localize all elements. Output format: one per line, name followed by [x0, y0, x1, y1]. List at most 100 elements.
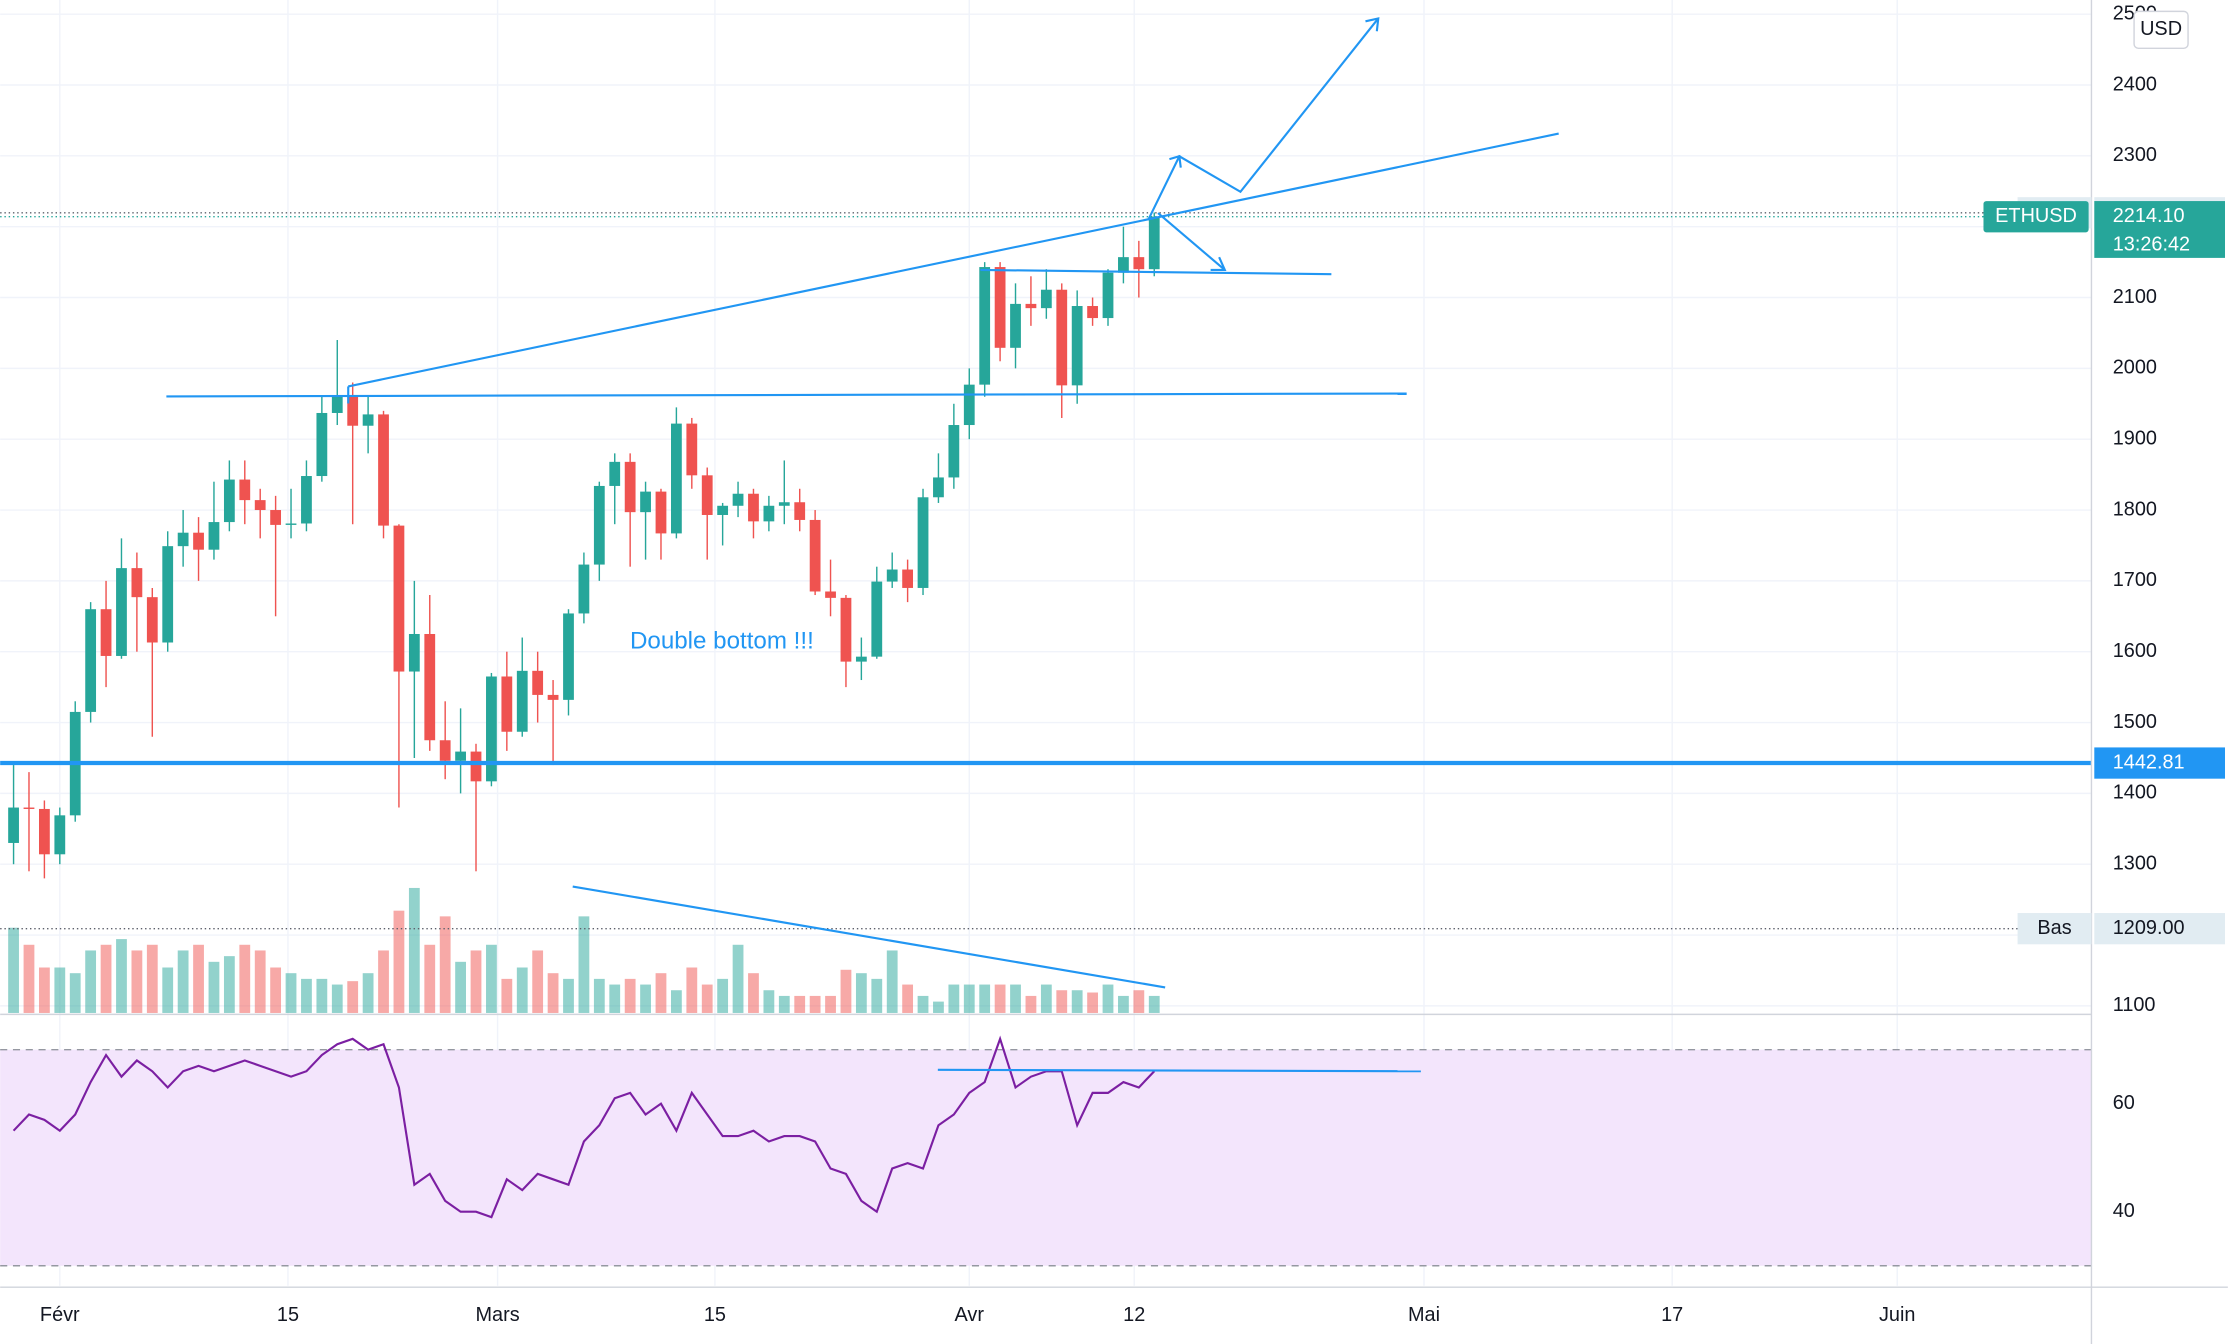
volume-bar [933, 1001, 944, 1013]
volume-bar [439, 916, 451, 1013]
candle-body [902, 569, 914, 588]
candle-body [470, 751, 482, 782]
volume-bar [717, 978, 729, 1013]
volume-bar [162, 967, 174, 1013]
candle-body [917, 497, 929, 588]
candle-body [1071, 306, 1083, 386]
volume-bar [979, 984, 991, 1013]
volume-bar [146, 944, 158, 1013]
volume-bar [794, 995, 806, 1013]
candle-body [948, 425, 960, 478]
volume-bar [963, 984, 975, 1013]
candle-body [362, 414, 374, 426]
volume-bar [254, 950, 266, 1013]
drawings [166, 17, 1559, 1073]
volume-bar [424, 944, 436, 1013]
candle-body [486, 676, 497, 782]
symbol-tag [1983, 201, 2089, 233]
volume-bar [732, 944, 744, 1013]
volume-bar [1133, 990, 1145, 1013]
volume-bar [871, 978, 883, 1013]
volume-bar [408, 887, 420, 1013]
candle-body [717, 505, 729, 515]
candle-body [1133, 257, 1145, 270]
y-tick-label: 40 [2113, 1200, 2135, 1222]
volume-bar [1056, 990, 1068, 1013]
volume-bar [347, 981, 359, 1013]
candle-body [979, 267, 991, 385]
candle-body [1010, 303, 1021, 348]
y-tick-label: 1600 [2113, 640, 2157, 662]
x-tick-label: 15 [277, 1304, 299, 1326]
volume-bar [840, 969, 852, 1013]
rsi-band [0, 1049, 2092, 1266]
candle-body [116, 568, 127, 656]
volume-bar [501, 978, 513, 1013]
volume-bar [455, 961, 466, 1013]
candle-body [331, 396, 343, 413]
volume-bar [331, 984, 343, 1013]
volume-bar [917, 995, 929, 1013]
candle-body [547, 694, 559, 700]
candle-body [963, 384, 975, 426]
y-tick-label: 1800 [2113, 498, 2157, 520]
x-tick-label: Juin [1879, 1304, 1915, 1326]
volume-bar [701, 984, 713, 1013]
last-value: 2214.10 [2113, 205, 2185, 227]
candle-body [393, 525, 405, 672]
volume-bar [609, 984, 621, 1013]
volume-bar [748, 973, 759, 1013]
candle-body [408, 633, 420, 672]
volume-bar [593, 978, 605, 1013]
volume-bar [393, 910, 405, 1013]
volume-bar [362, 973, 374, 1013]
x-tick-label: 12 [1123, 1304, 1145, 1326]
volume-bar [624, 978, 636, 1013]
volume-bar [54, 967, 66, 1013]
volume-bar [655, 973, 667, 1013]
volume-bar [378, 950, 389, 1013]
candle-body [455, 751, 466, 761]
y-tick-label: 1400 [2113, 782, 2157, 804]
candle-body [254, 500, 266, 511]
volume-bar [1148, 995, 1160, 1013]
volume-bar [563, 978, 574, 1013]
candle-body [794, 502, 806, 520]
candle-body [1056, 289, 1068, 386]
candle-body [162, 546, 174, 643]
volume-bar [532, 950, 544, 1013]
volume-bar [470, 950, 482, 1013]
candle-body [933, 477, 944, 498]
candle-body [1040, 289, 1052, 309]
x-tick-label: Mars [475, 1304, 519, 1326]
x-tick-label: 15 [704, 1304, 726, 1326]
candle-body [439, 740, 451, 761]
volume-bar [486, 944, 497, 1013]
symbol-label: ETHUSD [1995, 205, 2077, 227]
volume-bar [1040, 984, 1052, 1013]
volume-bar [177, 950, 189, 1013]
candle-body [424, 633, 436, 741]
candle-body [239, 479, 251, 501]
y-tick-label: 60 [2113, 1092, 2135, 1114]
candle-body [655, 491, 667, 534]
volume-bar [208, 961, 220, 1013]
volume-bar [193, 944, 204, 1013]
candle-body [85, 609, 97, 712]
volume-bar [301, 978, 312, 1013]
candle-body [301, 476, 312, 524]
volume-bar [855, 973, 867, 1013]
candle-body [516, 670, 528, 732]
y-tick-label: 2100 [2113, 286, 2157, 308]
volume-bar [116, 939, 127, 1013]
candle-body [1118, 257, 1129, 273]
candle-body [763, 505, 775, 522]
candle-body [131, 568, 143, 598]
candle-body [208, 522, 220, 550]
y-tick-label: 1300 [2113, 852, 2157, 874]
candle-body [871, 581, 883, 657]
low-value: 1209.00 [2113, 917, 2185, 939]
candle-body [609, 461, 621, 486]
candle-body [285, 523, 297, 525]
